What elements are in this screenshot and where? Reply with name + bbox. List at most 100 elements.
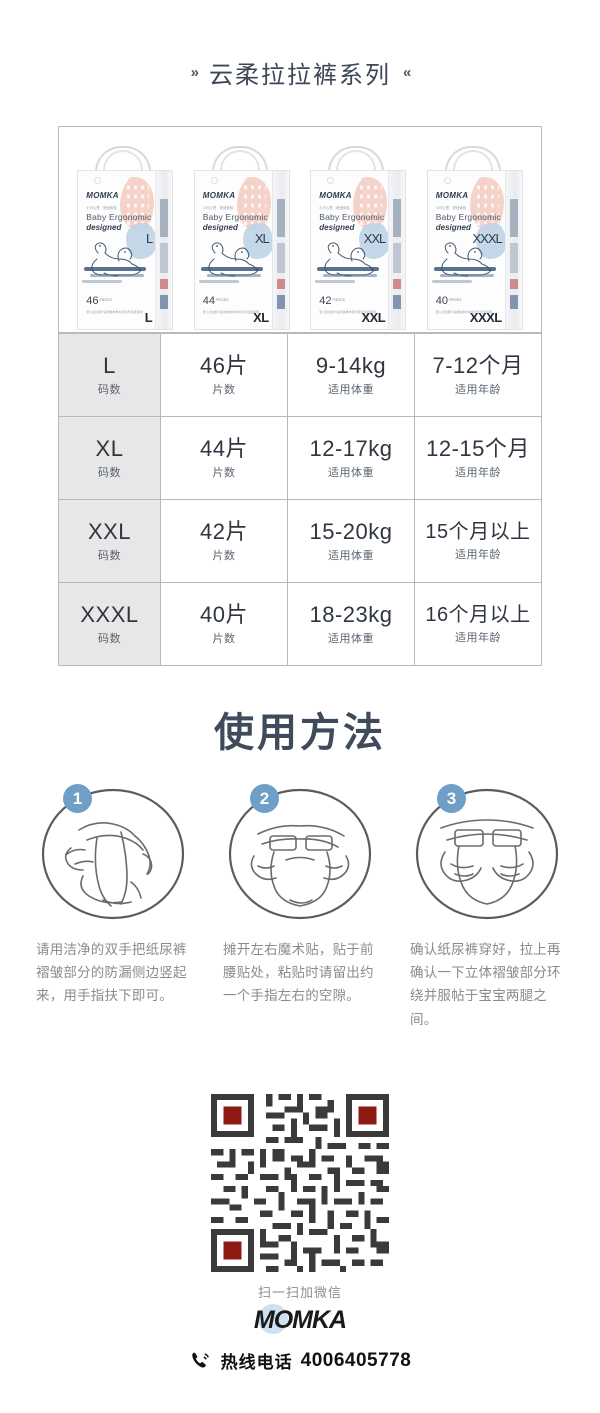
- cell-size: L 码数: [58, 333, 161, 417]
- cell-count-value: 44片: [200, 436, 248, 462]
- package-pink-blob: [353, 177, 388, 231]
- footer-brand-logo: MOMKA: [254, 1304, 347, 1338]
- step-1-illustration: 1: [37, 782, 189, 924]
- cell-age-value: 12-15个月: [426, 436, 530, 462]
- package-tagline: 小巧心思 · 舒适体验: [202, 206, 234, 210]
- wechat-qr-code[interactable]: [211, 1094, 389, 1272]
- package-line-en: Baby Ergonomic: [319, 212, 385, 222]
- cell-weight: 12-17kg 适用体重: [287, 416, 415, 500]
- package-pink-blob: [236, 177, 271, 231]
- step-number-badge-3: 3: [437, 784, 466, 813]
- package-tagline: 小巧心思 · 舒适体验: [319, 206, 350, 210]
- package-subnote: 婴儿拉拉裤®适用体重参考详见外包装说明: [202, 310, 259, 314]
- usage-step-3: 3 确认纸尿裤穿好，拉上再确认一下立体褶皱部分环绕并服: [404, 782, 570, 1031]
- page-footer: MOMKA 热线电话 4006405778: [0, 1304, 600, 1373]
- product-image-strip: MOMKA 小巧心思 · 舒适体验 Baby Ergonomic designe…: [58, 126, 542, 333]
- cell-weight-label: 适用体重: [328, 383, 374, 396]
- package-pink-blob: [120, 177, 155, 231]
- package-count: 44PIECES: [202, 295, 229, 307]
- cell-weight: 9-14kg 适用体重: [287, 333, 415, 417]
- cell-count: 40片 片数: [160, 582, 288, 666]
- step-number-badge-1: 1: [63, 784, 92, 813]
- cell-weight: 15-20kg 适用体重: [287, 499, 415, 583]
- cell-size: XL 码数: [58, 416, 161, 500]
- cell-count-label: 片数: [212, 632, 236, 645]
- package-size-watermark: XXXL: [472, 231, 503, 246]
- cell-weight-label: 适用体重: [328, 549, 374, 562]
- package-size-label: XXXL: [469, 310, 502, 325]
- package-size-watermark: L: [146, 231, 153, 246]
- cell-count: 44片 片数: [160, 416, 288, 500]
- package-size-watermark: XL: [254, 231, 270, 246]
- cell-weight-value: 18-23kg: [309, 602, 393, 628]
- cell-count-label: 片数: [212, 549, 236, 562]
- cell-weight-value: 9-14kg: [315, 353, 387, 379]
- package-line-designed: designed: [202, 223, 238, 232]
- package-subnote: 婴儿拉拉裤®适用体重参考详见外包装说明: [319, 310, 376, 314]
- package-line-en: Baby Ergonomic: [202, 212, 268, 222]
- package-count: 42PIECES: [319, 295, 345, 307]
- cell-age: 15个月以上 适用年龄: [414, 499, 542, 583]
- logo-circle-accent: [257, 1304, 288, 1334]
- cell-count-value: 42片: [200, 519, 248, 545]
- step-3-text: 确认纸尿裤穿好，拉上再确认一下立体褶皱部分环绕并服帖于宝宝两腿之间。: [410, 942, 561, 1027]
- cell-age-label: 适用年龄: [455, 383, 501, 396]
- hotline-number: 4006405778: [300, 1349, 412, 1371]
- cell-age-label: 适用年龄: [455, 466, 501, 479]
- usage-steps: 1 请用洁净的双手把纸尿裤褶皱部: [30, 782, 570, 1031]
- package-side-panel: [504, 171, 522, 329]
- series-title-bar: » 云柔拉拉裤系列 «: [0, 0, 600, 89]
- cell-count: 42片 片数: [160, 499, 288, 583]
- step-number-badge-2: 2: [250, 784, 279, 813]
- package-wave-art: [431, 263, 506, 287]
- cell-size: XXXL 码数: [58, 582, 161, 666]
- product-package-xxxl: MOMKA 小巧心思 · 舒适体验 Baby Ergonomic designe…: [423, 144, 527, 330]
- cell-age: 12-15个月 适用年龄: [414, 416, 542, 500]
- package-size-label: L: [144, 310, 153, 325]
- hotline-label: 热线电话: [220, 1353, 293, 1372]
- size-spec-table: L 码数 46片 片数 9-14kg 适用体重 7-12个月 适用年龄 XL 码…: [58, 333, 542, 666]
- step-3-illustration: 3: [411, 782, 563, 924]
- cell-count: 46片 片数: [160, 333, 288, 417]
- cell-size-label: 码数: [98, 383, 121, 396]
- package-wave-art: [315, 263, 389, 287]
- package-size-label: XL: [253, 310, 269, 325]
- step-2-illustration: 2: [224, 782, 376, 924]
- product-package-xl: MOMKA 小巧心思 · 舒适体验 Baby Ergonomic designe…: [190, 144, 294, 330]
- table-row: XXXL 码数 40片 片数 18-23kg 适用体重 16个月以上 适用年龄: [58, 582, 542, 666]
- usage-heading: 使用方法: [214, 711, 386, 755]
- cell-weight-value: 15-20kg: [309, 519, 393, 545]
- package-brand-logo: MOMKA: [433, 189, 469, 201]
- step-1-text: 请用洁净的双手把纸尿裤褶皱部分的防漏侧边竖起来，用手指扶下即可。: [36, 942, 187, 1004]
- usage-step-2: 2 摊开左右魔术贴，贴于前腰贴处，粘贴时请留出约一个手: [217, 782, 383, 1031]
- package-size-watermark: XXL: [363, 231, 387, 246]
- table-row: L 码数 46片 片数 9-14kg 适用体重 7-12个月 适用年龄: [58, 333, 542, 417]
- usage-step-1: 1 请用洁净的双手把纸尿裤褶皱部: [30, 782, 196, 1031]
- cell-age-value: 16个月以上: [425, 603, 531, 626]
- package-size-label: XXL: [361, 310, 386, 325]
- cell-size-label: 码数: [98, 632, 121, 645]
- package-wave-art: [82, 263, 156, 287]
- cell-age: 7-12个月 适用年龄: [414, 333, 542, 417]
- package-tagline: 小巧心思 · 舒适体验: [86, 206, 117, 210]
- cell-size-value: L: [103, 353, 116, 379]
- cell-count-label: 片数: [212, 383, 236, 396]
- package-body: MOMKA 小巧心思 · 舒适体验 Baby Ergonomic designe…: [310, 170, 407, 330]
- title-deco-left: »: [190, 63, 199, 81]
- page-title: 云柔拉拉裤系列: [209, 61, 391, 89]
- qr-caption: 扫一扫加微信: [257, 1285, 342, 1300]
- cell-weight: 18-23kg 适用体重: [287, 582, 415, 666]
- package-wave-art: [198, 263, 273, 287]
- cell-size-value: XL: [95, 436, 124, 462]
- cell-age-label: 适用年龄: [455, 548, 501, 561]
- package-brand-logo: MOMKA: [317, 189, 352, 201]
- cell-size-label: 码数: [98, 466, 121, 479]
- package-side-panel: [388, 171, 406, 329]
- package-line-designed: designed: [435, 223, 471, 232]
- package-pink-blob: [469, 177, 504, 231]
- cell-size-label: 码数: [98, 549, 121, 562]
- table-row: XL 码数 44片 片数 12-17kg 适用体重 12-15个月 适用年龄: [58, 416, 542, 500]
- cell-age: 16个月以上 适用年龄: [414, 582, 542, 666]
- package-body: MOMKA 小巧心思 · 舒适体验 Baby Ergonomic designe…: [193, 170, 290, 330]
- package-count: 40PIECES: [435, 295, 462, 307]
